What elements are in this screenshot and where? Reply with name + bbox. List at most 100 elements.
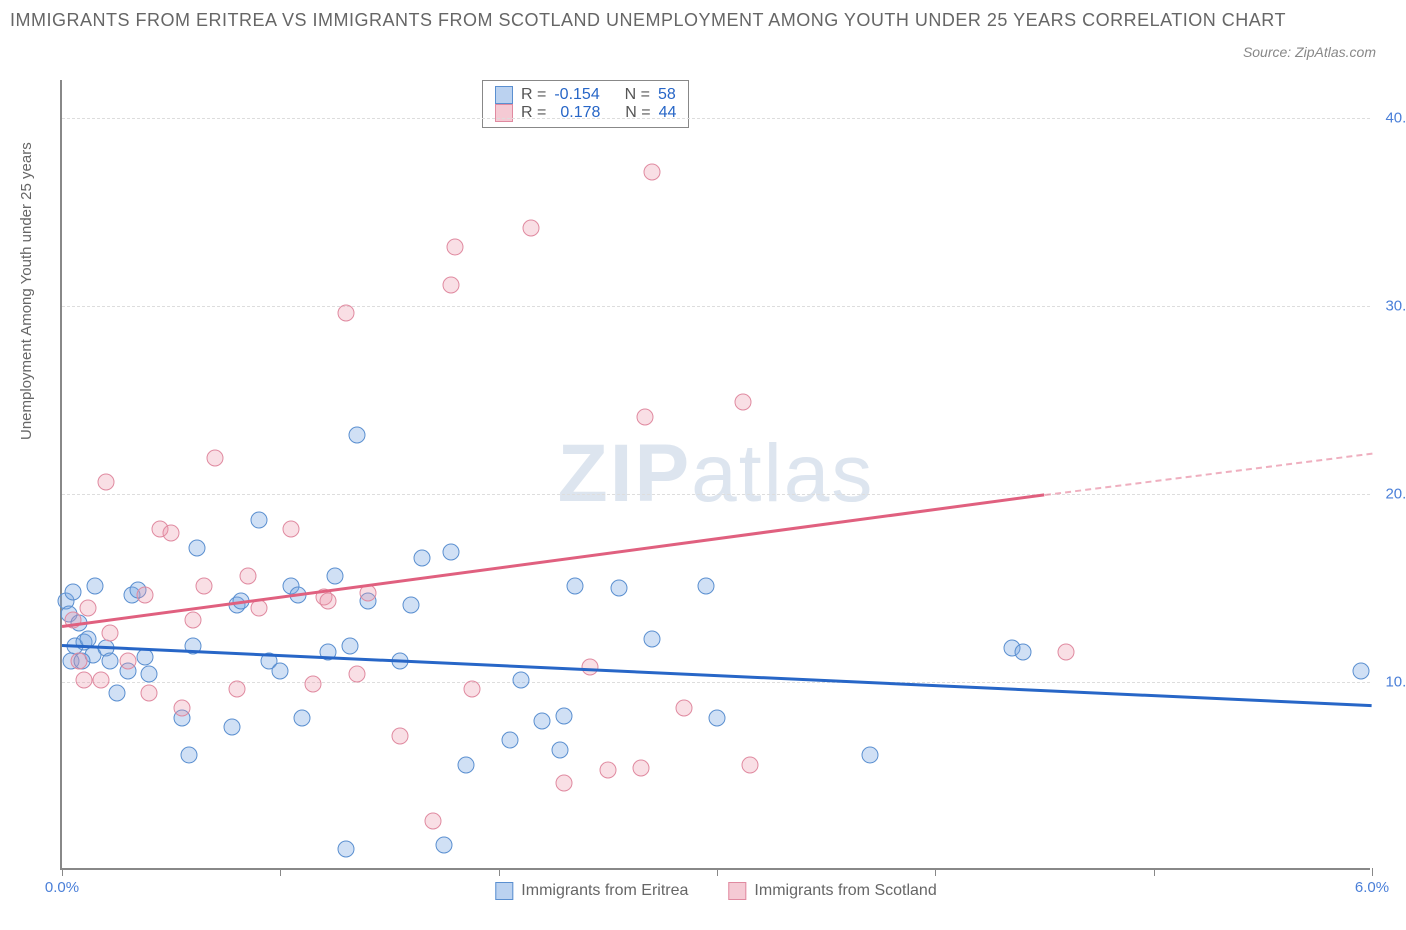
data-point — [436, 837, 453, 854]
gridline — [62, 494, 1370, 495]
x-tick — [717, 868, 718, 876]
data-point — [403, 596, 420, 613]
watermark: ZIPatlas — [558, 427, 875, 521]
data-point — [556, 775, 573, 792]
data-point — [551, 741, 568, 758]
data-point — [189, 540, 206, 557]
n-value-scotland: 44 — [659, 104, 677, 122]
data-point — [425, 812, 442, 829]
data-point — [735, 393, 752, 410]
y-axis-label: Unemployment Among Youth under 25 years — [18, 142, 35, 440]
r-label: R = — [521, 104, 546, 122]
r-value-scotland: 0.178 — [554, 104, 600, 122]
watermark-zip: ZIP — [558, 428, 692, 519]
data-point — [337, 841, 354, 858]
legend-label-scotland: Immigrants from Scotland — [754, 882, 936, 900]
swatch-pink — [495, 104, 513, 122]
x-tick — [499, 868, 500, 876]
data-point — [97, 474, 114, 491]
data-point — [64, 583, 81, 600]
data-point — [224, 718, 241, 735]
x-tick — [62, 868, 63, 876]
gridline — [62, 682, 1370, 683]
x-tick — [1154, 868, 1155, 876]
data-point — [305, 675, 322, 692]
n-value-eritrea: 58 — [658, 86, 676, 104]
data-point — [447, 239, 464, 256]
data-point — [163, 525, 180, 542]
data-point — [698, 577, 715, 594]
data-point — [556, 707, 573, 724]
legend-label-eritrea: Immigrants from Eritrea — [521, 882, 688, 900]
data-point — [457, 756, 474, 773]
n-label: N = — [625, 86, 650, 104]
data-point — [599, 762, 616, 779]
data-point — [71, 653, 88, 670]
data-point — [741, 756, 758, 773]
r-value-eritrea: -0.154 — [554, 86, 599, 104]
swatch-blue — [495, 882, 513, 900]
data-point — [75, 671, 92, 688]
swatch-pink — [728, 882, 746, 900]
data-point — [239, 568, 256, 585]
series-legend: Immigrants from Eritrea Immigrants from … — [495, 882, 936, 900]
n-label: N = — [625, 104, 650, 122]
data-point — [1014, 643, 1031, 660]
data-point — [136, 587, 153, 604]
data-point — [534, 713, 551, 730]
data-point — [414, 549, 431, 566]
data-point — [174, 700, 191, 717]
legend-item-scotland: Immigrants from Scotland — [728, 882, 936, 900]
data-point — [501, 732, 518, 749]
data-point — [567, 577, 584, 594]
y-tick-label: 10.0% — [1385, 673, 1406, 690]
data-point — [206, 449, 223, 466]
data-point — [326, 568, 343, 585]
r-label: R = — [521, 86, 546, 104]
trend-line — [1044, 452, 1372, 495]
stats-row-eritrea: R = -0.154 N = 58 — [495, 86, 676, 104]
data-point — [320, 592, 337, 609]
source-label: Source: ZipAtlas.com — [1243, 44, 1376, 60]
data-point — [392, 728, 409, 745]
data-point — [250, 600, 267, 617]
data-point — [108, 685, 125, 702]
gridline — [62, 118, 1370, 119]
gridline — [62, 306, 1370, 307]
y-tick-label: 40.0% — [1385, 109, 1406, 126]
data-point — [676, 700, 693, 717]
data-point — [342, 638, 359, 655]
x-tick — [280, 868, 281, 876]
data-point — [119, 653, 136, 670]
data-point — [464, 681, 481, 698]
data-point — [93, 671, 110, 688]
data-point — [283, 521, 300, 538]
data-point — [337, 305, 354, 322]
data-point — [348, 427, 365, 444]
trend-line — [62, 494, 1045, 628]
data-point — [523, 220, 540, 237]
data-point — [86, 577, 103, 594]
data-point — [610, 579, 627, 596]
data-point — [141, 666, 158, 683]
x-tick-label: 6.0% — [1355, 879, 1389, 896]
data-point — [636, 408, 653, 425]
data-point — [359, 585, 376, 602]
y-tick-label: 20.0% — [1385, 485, 1406, 502]
watermark-atlas: atlas — [691, 428, 874, 519]
data-point — [80, 600, 97, 617]
data-point — [582, 658, 599, 675]
data-point — [272, 662, 289, 679]
data-point — [442, 544, 459, 561]
stats-legend-box: R = -0.154 N = 58 R = 0.178 N = 44 — [482, 80, 689, 128]
x-tick-label: 0.0% — [45, 879, 79, 896]
x-tick — [1372, 868, 1373, 876]
correlation-chart: IMMIGRANTS FROM ERITREA VS IMMIGRANTS FR… — [10, 10, 1396, 920]
data-point — [442, 276, 459, 293]
legend-item-eritrea: Immigrants from Eritrea — [495, 882, 688, 900]
data-point — [294, 709, 311, 726]
x-tick — [935, 868, 936, 876]
chart-title: IMMIGRANTS FROM ERITREA VS IMMIGRANTS FR… — [10, 10, 1396, 31]
data-point — [643, 164, 660, 181]
data-point — [348, 666, 365, 683]
